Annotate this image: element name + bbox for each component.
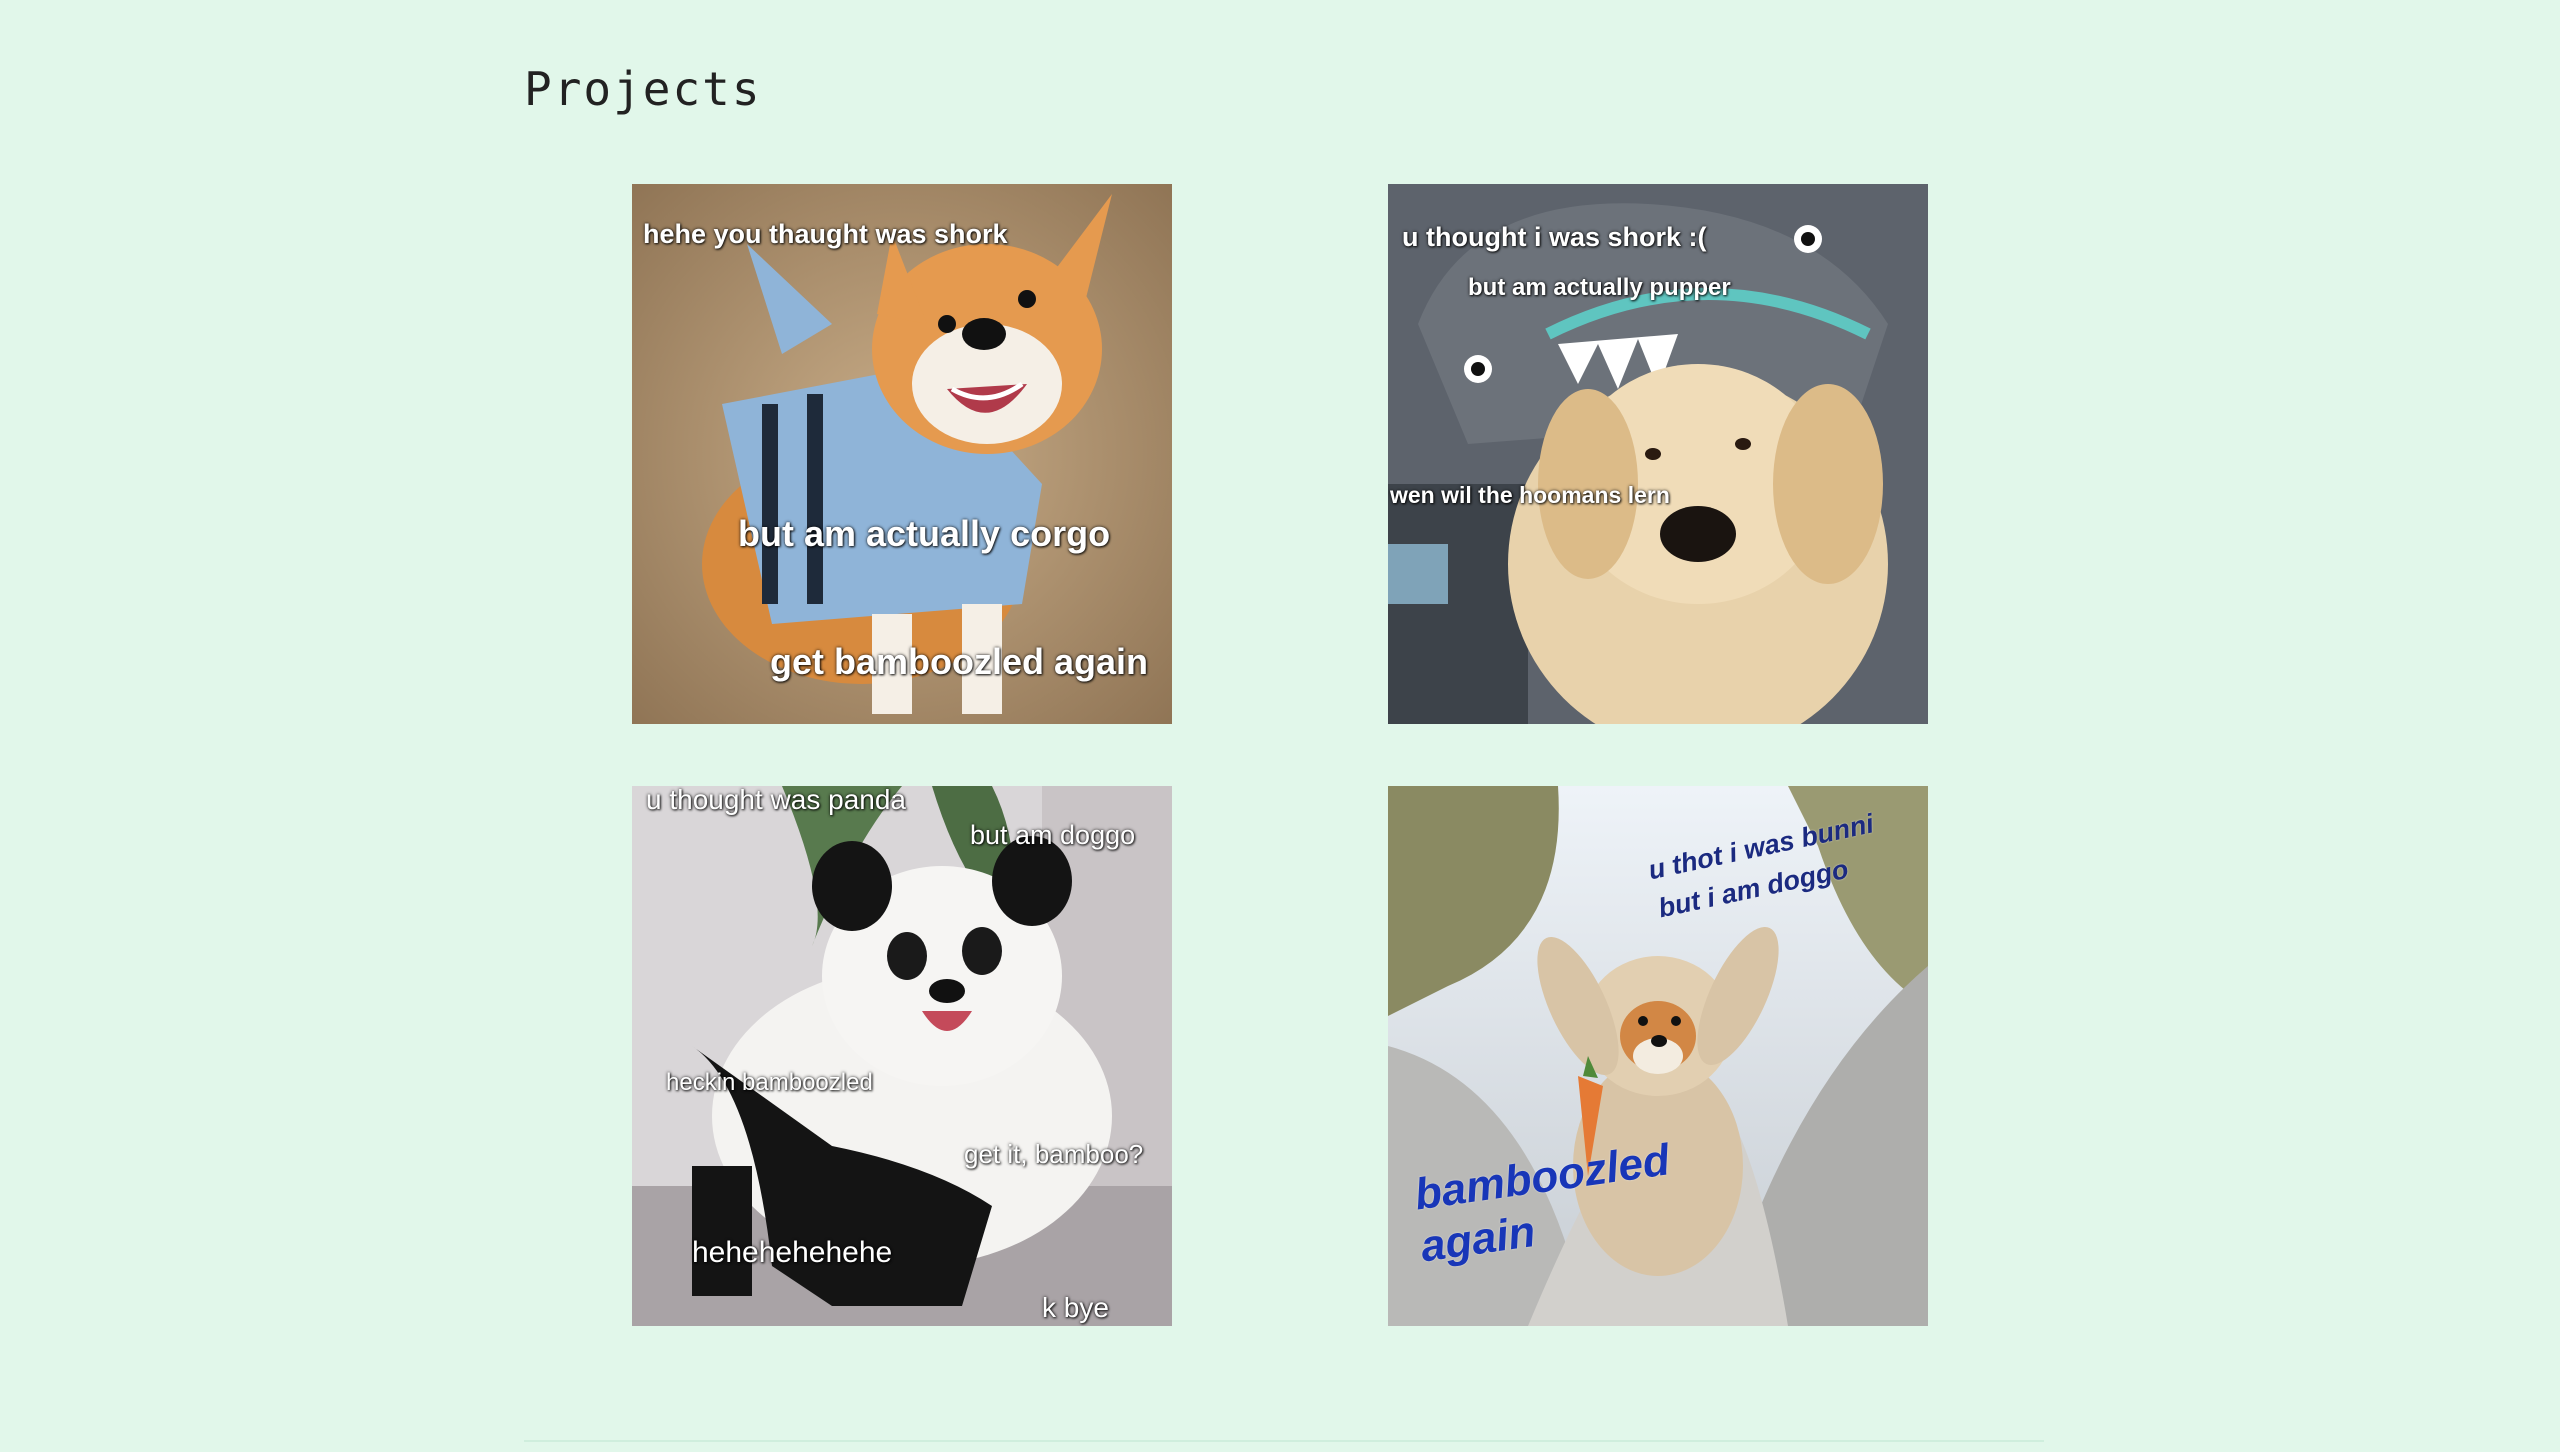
caption-text: heckin bamboozled — [666, 1069, 873, 1096]
caption-text: but am actually pupper — [1468, 274, 1731, 301]
project-image-corgi-shark — [632, 184, 1172, 724]
project-card-corgi-shark[interactable]: hehe you thaught was shork but am actual… — [632, 184, 1172, 724]
project-card-panda-doggo[interactable]: u thought was panda but am doggo heckin … — [632, 786, 1172, 1326]
projects-grid: hehe you thaught was shork but am actual… — [632, 184, 1928, 1326]
caption-text: but am actually corgo — [738, 513, 1111, 554]
caption-text: but am doggo — [970, 820, 1136, 850]
project-card-corgi-bunny[interactable]: u thot i was bunni but i am doggo bamboo… — [1388, 786, 1928, 1326]
caption-text: hehe you thaught was shork — [643, 219, 1008, 249]
project-card-puppy-shark[interactable]: u thought i was shork :( but am actually… — [1388, 184, 1928, 724]
caption-text: u thought i was shork :( — [1402, 222, 1707, 252]
caption-text: u thought was panda — [646, 786, 906, 815]
caption-text: get it, bamboo? — [964, 1139, 1144, 1169]
caption-text: k bye — [1042, 1292, 1109, 1323]
section-divider — [524, 1440, 2044, 1442]
caption-text: wen wil the hoomans lern — [1390, 482, 1670, 508]
caption-text: hehehehehehe — [692, 1236, 893, 1269]
page-title: Projects — [524, 62, 762, 116]
caption-text: get bamboozled again — [770, 641, 1149, 682]
project-image-corgi-bunny — [1388, 786, 1928, 1326]
project-image-puppy-shark — [1388, 184, 1928, 724]
project-image-panda-doggo — [632, 786, 1172, 1326]
